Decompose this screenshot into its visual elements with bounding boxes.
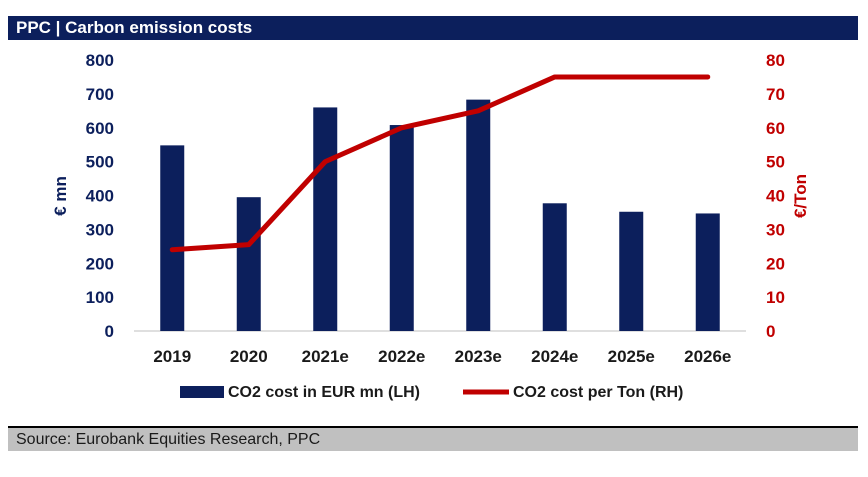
x-tick-label: 2024e [531,347,578,366]
y-axis-left-label: € mn [51,176,70,216]
y-left-tick-label: 500 [86,153,114,172]
y-right-tick-label: 60 [766,119,785,138]
y-right-tick-label: 50 [766,153,785,172]
y-left-tick-label: 0 [105,322,114,341]
bar [389,125,414,331]
y-right-tick-label: 30 [766,220,785,239]
y-right-tick-label: 20 [766,254,785,273]
y-axis-right-label: €/Ton [791,174,810,218]
y-right-tick-label: 0 [766,322,775,341]
x-tick-label: 2026e [684,347,731,366]
bar [695,213,720,331]
bar-series [160,99,720,331]
y-left-tick-label: 800 [86,51,114,70]
y-right-tick-label: 80 [766,51,785,70]
y-right-tick-label: 40 [766,187,785,206]
x-tick-label: 2019 [153,347,191,366]
x-tick-label: 2021e [302,347,349,366]
x-tick-label: 2023e [455,347,502,366]
y-left-tick-label: 600 [86,119,114,138]
legend-line-label: CO2 cost per Ton (RH) [513,384,683,401]
x-axis-ticks: 2019 2020 2021e 2022e 2023e 2024e 2025e 2026e [153,347,731,366]
legend: CO2 cost in EUR mn (LH) CO2 cost per Ton… [180,384,683,401]
bar [160,145,185,331]
bar [542,203,567,331]
y-right-tick-label: 70 [766,85,785,104]
y-left-tick-label: 100 [86,288,114,307]
bar [313,107,338,331]
y-left-tick-label: 700 [86,85,114,104]
y-left-tick-label: 300 [86,220,114,239]
legend-bar-label: CO2 cost in EUR mn (LH) [228,384,420,401]
chart-title: PPC | Carbon emission costs [8,16,858,40]
source-note: Source: Eurobank Equities Research, PPC [8,426,858,451]
x-tick-label: 2022e [378,347,425,366]
y-left-tick-label: 400 [86,187,114,206]
y-right-tick-label: 10 [766,288,785,307]
bar [236,197,261,331]
right-axis-ticks: 0 10 20 30 40 50 60 70 80 [766,51,785,341]
y-left-tick-label: 200 [86,254,114,273]
left-axis-ticks: 0 100 200 300 400 500 600 700 800 [86,51,114,341]
x-tick-label: 2025e [608,347,655,366]
bar [466,99,491,331]
line-series [169,74,711,253]
legend-bar-swatch [180,386,224,398]
bar [619,211,644,331]
x-tick-label: 2020 [230,347,268,366]
